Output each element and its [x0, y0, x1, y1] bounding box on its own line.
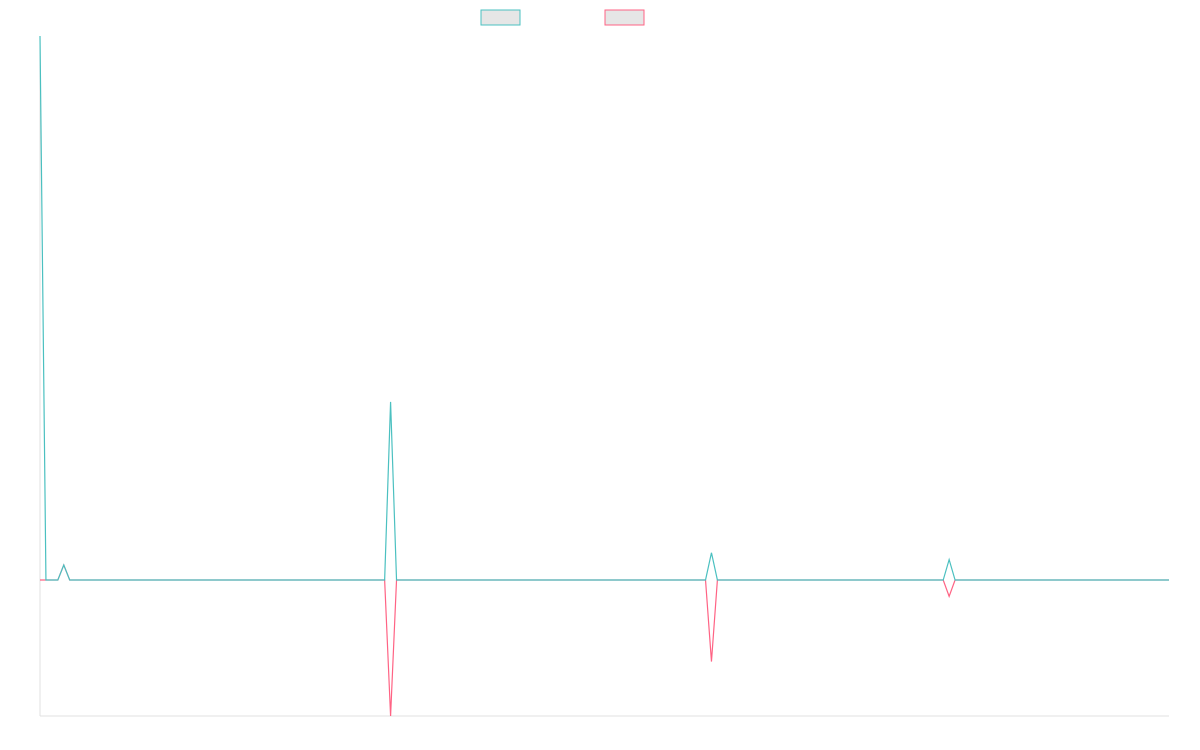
chart-axes: [39, 36, 1169, 717]
legend-item-1[interactable]: [480, 9, 521, 26]
series-layer: [39, 35, 1169, 717]
legend-item-2[interactable]: [604, 9, 645, 26]
series-line-2: [40, 563, 1169, 717]
series-line-1: [39, 35, 1169, 581]
legend-swatch-1[interactable]: [480, 9, 521, 26]
legend-swatch-2[interactable]: [604, 9, 645, 26]
chart-legend: [480, 9, 645, 26]
